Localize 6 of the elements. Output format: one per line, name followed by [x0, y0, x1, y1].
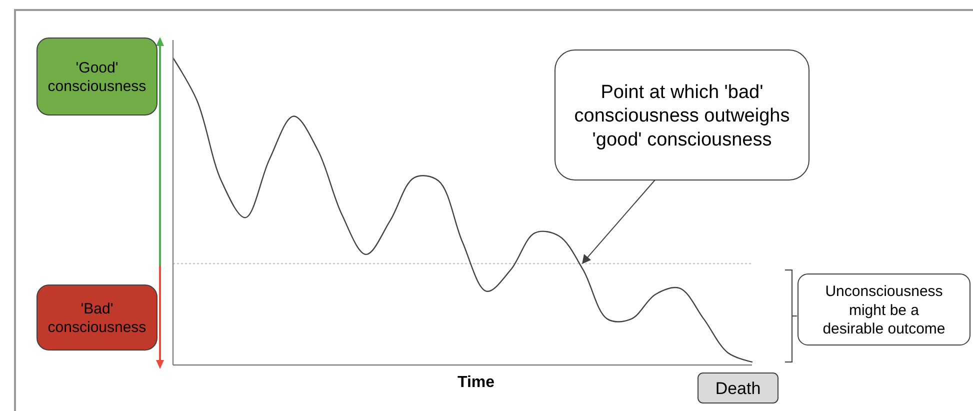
- text: 'Good' consciousness: [48, 59, 146, 96]
- text: Unconsciousness might be a desirable outcome: [822, 283, 946, 338]
- text: Death: [715, 378, 761, 398]
- x-axis-title: Time: [457, 374, 495, 391]
- text: 'Bad' consciousness: [48, 300, 146, 336]
- annotation: Point at which 'bad' consciousness outweighs 'good' consciousness: [574, 82, 790, 150]
